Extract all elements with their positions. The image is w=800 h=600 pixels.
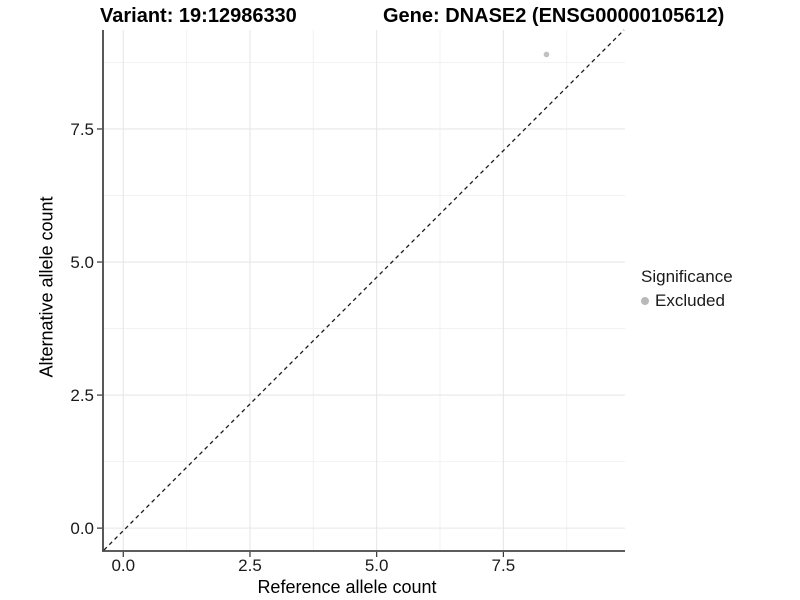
- legend-item-excluded: Excluded: [641, 290, 733, 312]
- x-axis-title: Reference allele count: [257, 577, 437, 597]
- legend-point-icon: [641, 297, 649, 305]
- x-tick-label: 7.5: [492, 556, 516, 575]
- gene-title: Gene: DNASE2 (ENSG00000105612): [383, 5, 725, 27]
- legend-item-label: Excluded: [655, 291, 725, 310]
- y-tick-label: 7.5: [70, 120, 94, 139]
- identity-dashed-line: [103, 29, 625, 551]
- legend-title: Significance: [641, 267, 733, 286]
- legend: Significance Excluded: [641, 266, 733, 312]
- y-tick-label: 0.0: [70, 519, 94, 538]
- x-tick-label: 0.0: [111, 556, 135, 575]
- x-tick-label: 5.0: [365, 556, 389, 575]
- variant-title: Variant: 19:12986330: [100, 5, 297, 27]
- x-tick-label: 2.5: [238, 556, 262, 575]
- y-tick-label: 5.0: [70, 253, 94, 272]
- data-point: [543, 51, 550, 58]
- y-tick-label: 2.5: [70, 386, 94, 405]
